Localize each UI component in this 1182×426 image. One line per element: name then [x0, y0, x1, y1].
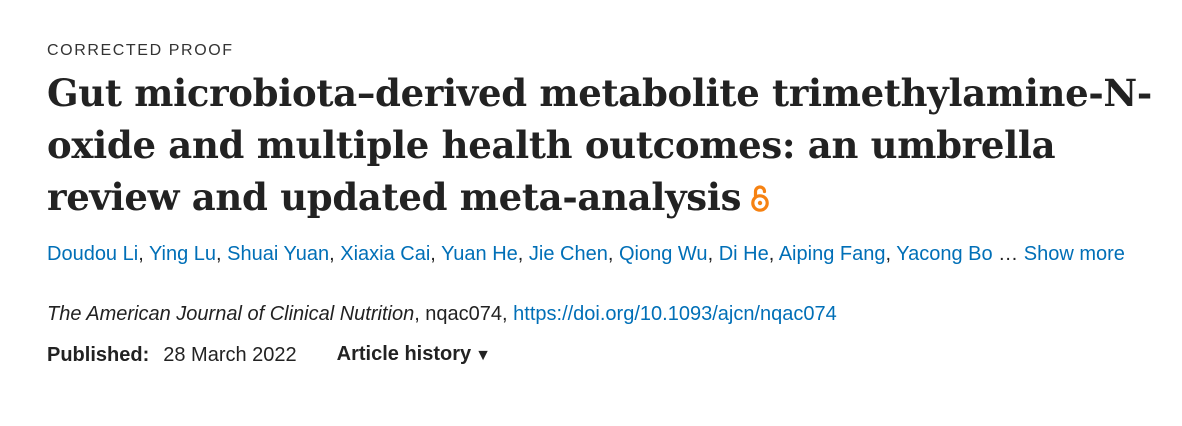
author-separator: , — [768, 243, 779, 265]
article-id: , nqac074, — [414, 303, 514, 325]
author-list: Doudou Li, Ying Lu, Shuai Yuan, Xiaxia C… — [47, 232, 1157, 276]
doi-link[interactable]: https://doi.org/10.1093/ajcn/nqac074 — [513, 303, 837, 325]
author-separator: , — [517, 243, 529, 265]
author-link[interactable]: Yacong Bo — [896, 243, 993, 265]
publication-row: Published: 28 March 2022 Article history… — [47, 340, 1157, 370]
open-access-lock-icon — [749, 174, 771, 226]
caret-down-icon: ▼ — [475, 347, 491, 364]
author-separator: , — [430, 243, 442, 265]
article-title: Gut microbiota–derived metabolite trimet… — [47, 67, 1157, 226]
author-link[interactable]: Xiaxia Cai — [340, 243, 431, 265]
author-link[interactable]: Shuai Yuan — [227, 243, 330, 265]
authors-ellipsis: … — [992, 243, 1024, 265]
author-link[interactable]: Di He — [718, 243, 769, 265]
author-separator: , — [216, 243, 228, 265]
author-separator: , — [607, 243, 619, 265]
show-more-authors-button[interactable]: Show more — [1023, 243, 1125, 265]
author-link[interactable]: Ying Lu — [148, 243, 217, 265]
published-date: 28 March 2022 — [163, 344, 297, 366]
citation: The American Journal of Clinical Nutriti… — [47, 300, 1157, 328]
article-title-text: Gut microbiota–derived metabolite trimet… — [47, 71, 1152, 219]
article-header: CORRECTED PROOF Gut microbiota–derived m… — [47, 40, 1157, 370]
journal-name: The American Journal of Clinical Nutriti… — [47, 303, 415, 325]
author-link[interactable]: Aiping Fang — [778, 243, 886, 265]
author-link[interactable]: Qiong Wu — [618, 243, 708, 265]
author-separator: , — [707, 243, 719, 265]
author-separator: , — [138, 243, 149, 265]
author-separator: , — [885, 243, 897, 265]
article-history-label: Article history — [336, 343, 472, 365]
author-separator: , — [329, 243, 341, 265]
author-link[interactable]: Jie Chen — [528, 243, 608, 265]
article-status: CORRECTED PROOF — [47, 42, 234, 59]
author-link[interactable]: Yuan He — [441, 243, 518, 265]
author-link[interactable]: Doudou Li — [47, 243, 139, 265]
article-history-toggle[interactable]: Article history ▼ — [337, 340, 491, 370]
published-label: Published: — [47, 344, 150, 366]
